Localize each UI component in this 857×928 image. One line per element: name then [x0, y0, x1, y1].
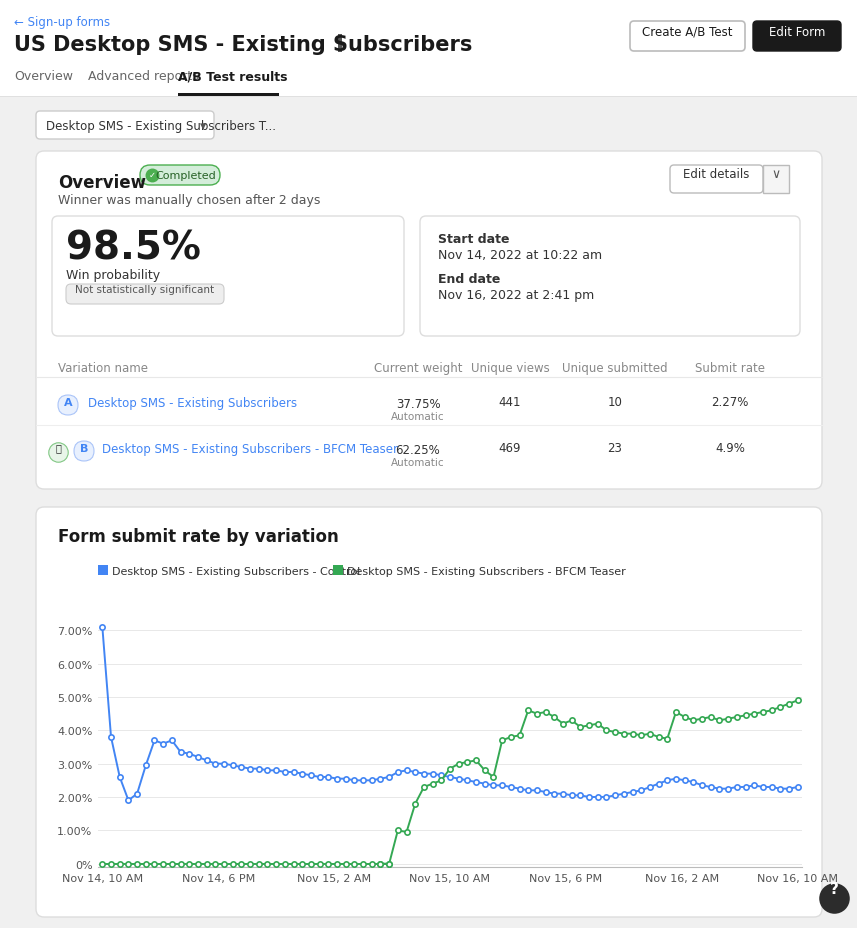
- Text: ∨: ∨: [771, 168, 781, 181]
- FancyBboxPatch shape: [74, 442, 94, 461]
- Text: Unique views: Unique views: [470, 362, 549, 375]
- Bar: [333, 565, 343, 575]
- FancyBboxPatch shape: [36, 152, 822, 489]
- Text: Desktop SMS - Existing Subscribers: Desktop SMS - Existing Subscribers: [88, 396, 297, 409]
- Text: 🏆: 🏆: [55, 443, 61, 453]
- Bar: [178, 94, 279, 97]
- FancyBboxPatch shape: [52, 217, 404, 337]
- Text: 441: 441: [499, 396, 521, 409]
- Text: Desktop SMS - Existing Subscribers - BFCM Teaser: Desktop SMS - Existing Subscribers - BFC…: [347, 566, 626, 576]
- Bar: [98, 565, 108, 575]
- Text: Overview: Overview: [14, 70, 73, 83]
- Text: Overview: Overview: [58, 174, 146, 192]
- Text: End date: End date: [438, 273, 500, 286]
- FancyBboxPatch shape: [753, 22, 841, 52]
- Text: Automatic: Automatic: [391, 411, 445, 421]
- Text: Edit details: Edit details: [683, 168, 749, 181]
- Text: ▾: ▾: [200, 120, 207, 133]
- FancyBboxPatch shape: [36, 112, 214, 140]
- Text: ← Sign-up forms: ← Sign-up forms: [14, 16, 111, 29]
- Text: 37.75%: 37.75%: [396, 397, 440, 410]
- FancyBboxPatch shape: [66, 285, 224, 304]
- Text: 469: 469: [499, 442, 521, 455]
- FancyBboxPatch shape: [420, 217, 800, 337]
- Text: A/B Test results: A/B Test results: [178, 70, 287, 83]
- Text: Nov 16, 2022 at 2:41 pm: Nov 16, 2022 at 2:41 pm: [438, 289, 594, 302]
- Text: 2.27%: 2.27%: [711, 396, 749, 409]
- Text: Start date: Start date: [438, 233, 510, 246]
- Text: Completed: Completed: [156, 171, 216, 181]
- FancyBboxPatch shape: [36, 508, 822, 917]
- Text: 23: 23: [608, 442, 622, 455]
- Bar: [338, 35, 342, 53]
- Text: Automatic: Automatic: [391, 458, 445, 468]
- Text: Form submit rate by variation: Form submit rate by variation: [58, 527, 339, 546]
- Text: B: B: [80, 444, 88, 454]
- Text: Create A/B Test: Create A/B Test: [642, 25, 732, 38]
- Text: US Desktop SMS - Existing Subscribers: US Desktop SMS - Existing Subscribers: [14, 35, 472, 55]
- Text: Current weight: Current weight: [374, 362, 462, 375]
- Bar: [0, 0, 857, 97]
- Text: ✓: ✓: [148, 171, 155, 180]
- FancyBboxPatch shape: [58, 395, 78, 416]
- Text: Variation name: Variation name: [58, 362, 148, 375]
- Text: Advanced reports: Advanced reports: [88, 70, 199, 83]
- Bar: [763, 166, 789, 194]
- FancyBboxPatch shape: [630, 22, 745, 52]
- Text: Win probability: Win probability: [66, 269, 160, 282]
- Text: Desktop SMS - Existing Subscribers T...: Desktop SMS - Existing Subscribers T...: [46, 120, 276, 133]
- FancyBboxPatch shape: [670, 166, 763, 194]
- Text: 98.5%: 98.5%: [66, 229, 201, 266]
- Text: Submit rate: Submit rate: [695, 362, 765, 375]
- Bar: [0, 97, 857, 928]
- Text: Unique submitted: Unique submitted: [562, 362, 668, 375]
- Text: Not statistically significant: Not statistically significant: [75, 285, 214, 295]
- Text: ?: ?: [830, 882, 838, 896]
- Text: Edit Form: Edit Form: [769, 25, 825, 38]
- Text: 4.9%: 4.9%: [715, 442, 745, 455]
- FancyBboxPatch shape: [140, 166, 220, 186]
- Text: A: A: [63, 397, 72, 407]
- Text: 62.25%: 62.25%: [396, 444, 440, 457]
- Text: Winner was manually chosen after 2 days: Winner was manually chosen after 2 days: [58, 194, 321, 207]
- Text: 10: 10: [608, 396, 622, 409]
- Text: Nov 14, 2022 at 10:22 am: Nov 14, 2022 at 10:22 am: [438, 249, 602, 262]
- Text: Desktop SMS - Existing Subscribers - BFCM Teaser: Desktop SMS - Existing Subscribers - BFC…: [102, 442, 398, 455]
- Text: Desktop SMS - Existing Subscribers - Control: Desktop SMS - Existing Subscribers - Con…: [112, 566, 360, 576]
